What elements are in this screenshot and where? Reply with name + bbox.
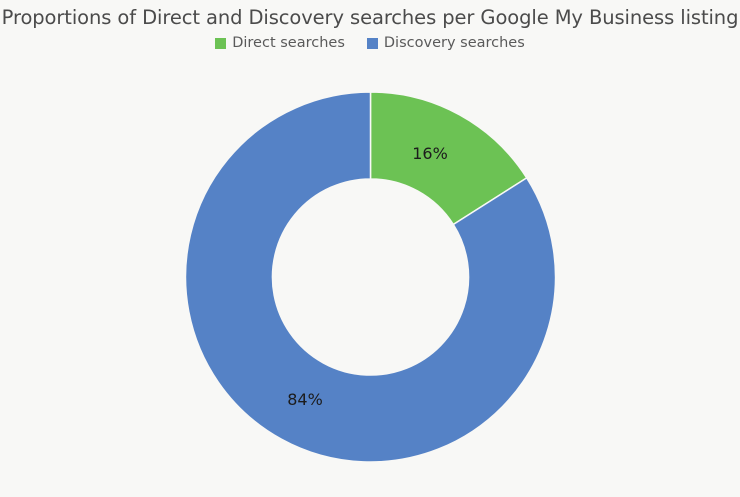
donut-slice[interactable] — [184, 91, 557, 463]
chart-legend: Direct searches Discovery searches — [0, 36, 740, 51]
legend-label-discovery-searches: Discovery searches — [383, 35, 525, 51]
square-swatch-icon — [215, 37, 227, 49]
donut-slice[interactable] — [369, 91, 528, 226]
legend-item-discovery-searches[interactable]: Discovery searches — [366, 35, 525, 51]
chart-title: Proportions of Direct and Discovery sear… — [1, 6, 739, 29]
square-swatch-icon — [366, 37, 378, 49]
legend-item-direct-searches[interactable]: Direct searches — [215, 36, 345, 51]
legend-label-direct-searches: Direct searches — [232, 35, 345, 51]
donut-slice-group — [184, 91, 557, 463]
